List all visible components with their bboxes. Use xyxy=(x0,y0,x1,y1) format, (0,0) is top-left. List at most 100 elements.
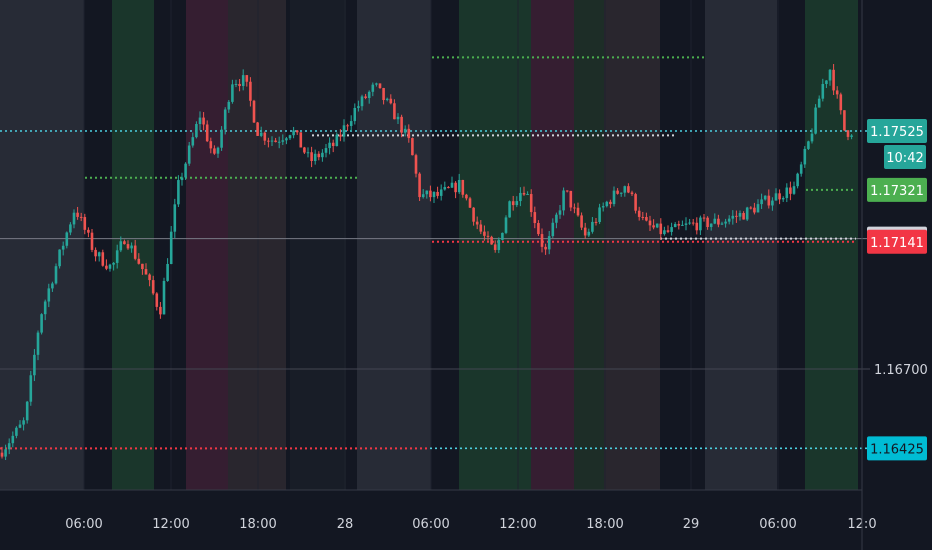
candle-body xyxy=(709,223,713,227)
candle-body xyxy=(317,153,321,158)
candle-body xyxy=(501,232,504,240)
candle-body xyxy=(670,227,673,232)
candle-body xyxy=(313,153,317,162)
candle-body xyxy=(112,262,115,265)
candle-body xyxy=(450,182,454,188)
candle-body xyxy=(216,147,220,154)
candle-body xyxy=(349,121,353,126)
candle-body xyxy=(234,83,238,85)
candle-body xyxy=(61,245,65,250)
candle-body xyxy=(569,190,573,208)
candle-body xyxy=(51,283,54,289)
candle-body xyxy=(522,192,526,195)
x-tick-label: 29 xyxy=(683,517,700,532)
candle-body xyxy=(414,155,418,174)
candle-body xyxy=(688,222,691,224)
candle-body xyxy=(619,192,623,194)
session-band xyxy=(186,0,228,490)
candle-body xyxy=(357,106,360,108)
candle-body xyxy=(843,110,846,131)
candle-body xyxy=(511,201,515,206)
candle-body xyxy=(666,230,670,232)
candle-body xyxy=(223,109,227,130)
candle-body xyxy=(439,189,443,196)
candle-body xyxy=(605,201,609,207)
session-band xyxy=(228,0,286,490)
candle-body xyxy=(288,135,292,139)
candle-body xyxy=(695,222,699,231)
candle-body xyxy=(364,96,367,98)
candles xyxy=(0,64,853,460)
candle-body xyxy=(220,129,223,148)
candle-body xyxy=(583,227,587,236)
candle-body xyxy=(432,191,436,198)
candle-body xyxy=(544,246,547,250)
candle-body xyxy=(130,245,133,249)
candle-body xyxy=(828,69,832,81)
candle-body xyxy=(601,206,605,208)
candle-body xyxy=(205,124,209,142)
candle-body xyxy=(655,223,659,228)
candle-body xyxy=(69,224,72,233)
candle-body xyxy=(821,84,825,99)
candle-body xyxy=(382,88,385,101)
candle-body xyxy=(367,91,371,98)
candle-body xyxy=(767,195,771,206)
candle-body xyxy=(810,133,814,142)
candle-body xyxy=(706,217,709,227)
x-axis: 06:00 12:00 18:00 28 06:00 12:00 18:00 29 06:00 1… xyxy=(0,489,877,532)
candle-body xyxy=(252,100,256,123)
x-tick-label: 28 xyxy=(337,517,354,532)
session-band xyxy=(574,0,604,490)
candle-body xyxy=(162,280,166,315)
grid-lines xyxy=(83,0,863,490)
candle-body xyxy=(328,142,331,149)
candle-body xyxy=(533,212,537,224)
candle-body xyxy=(551,222,555,237)
candle-body xyxy=(515,201,519,206)
candle-body xyxy=(576,207,580,216)
candle-body xyxy=(526,194,529,196)
price-badge-green-level xyxy=(867,177,927,202)
candle-body xyxy=(555,214,558,223)
candle-body xyxy=(47,288,51,302)
candle-body xyxy=(846,130,850,137)
candle-body xyxy=(166,263,169,281)
candle-body xyxy=(497,239,501,250)
candle-body xyxy=(817,98,821,108)
candle-body xyxy=(148,274,151,281)
candle-body xyxy=(58,249,61,267)
candle-body xyxy=(684,223,688,225)
session-band xyxy=(290,0,346,490)
candle-body xyxy=(623,186,627,193)
price-badge-label: 1.17321 xyxy=(870,184,924,199)
candle-body xyxy=(832,69,835,91)
candle-body xyxy=(263,132,267,141)
candle-body xyxy=(468,198,472,208)
candle-body xyxy=(447,187,450,189)
candle-body xyxy=(97,252,101,257)
candle-body xyxy=(184,163,187,178)
candle-body xyxy=(745,207,749,220)
candle-body xyxy=(79,216,83,218)
candle-body xyxy=(612,190,616,205)
price-badge-label: 1.16425 xyxy=(870,442,924,457)
candle-body xyxy=(25,401,29,421)
candle-body xyxy=(443,187,447,190)
candle-body xyxy=(90,232,94,250)
candle-body xyxy=(713,218,717,224)
price-badge-current-price xyxy=(867,119,927,143)
candle-body xyxy=(259,132,263,136)
candle-body xyxy=(659,223,663,235)
candle-body xyxy=(295,130,299,133)
candle-body xyxy=(699,217,702,231)
candle-body xyxy=(763,195,767,200)
candle-body xyxy=(411,138,414,156)
candle-body xyxy=(141,263,144,270)
candle-body xyxy=(11,435,15,444)
y-tick-label: 1.16700 xyxy=(874,363,928,378)
candle-body xyxy=(195,124,198,138)
candle-body xyxy=(292,130,295,136)
